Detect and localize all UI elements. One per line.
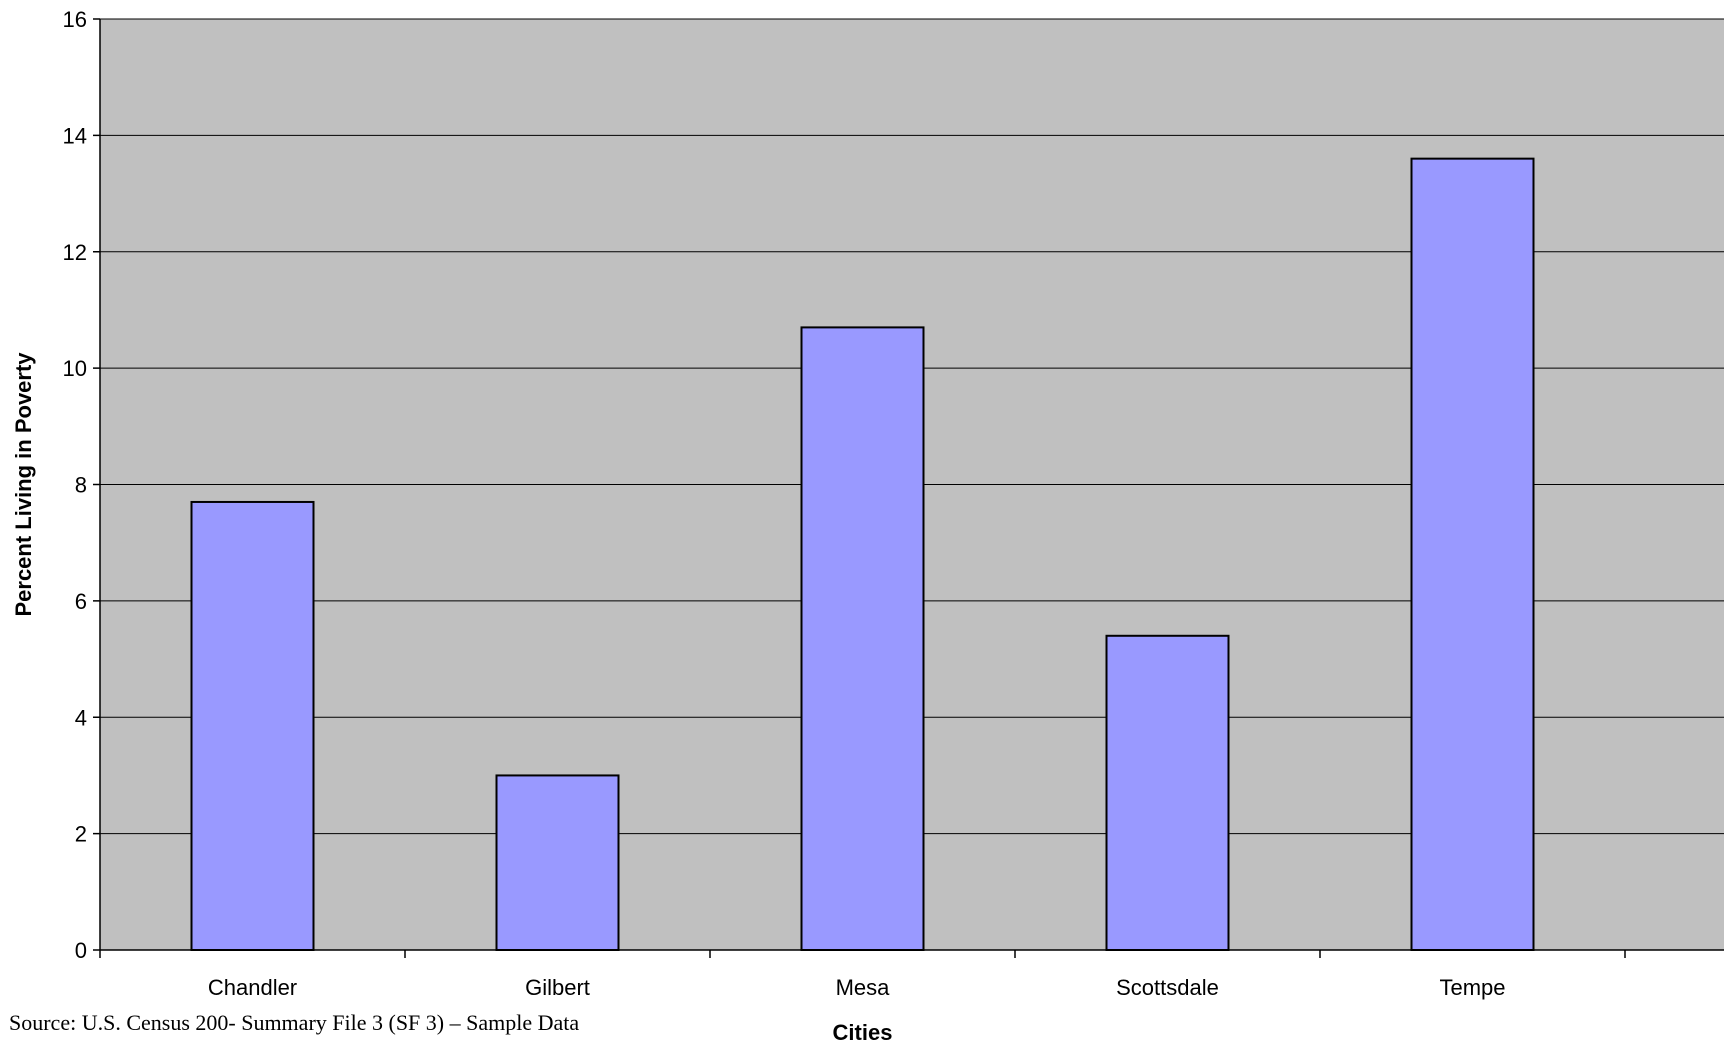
x-tick-label-gilbert: Gilbert [525,975,590,1000]
bar-gilbert [495,774,620,951]
y-tick-labels: 0 2 4 6 8 10 12 14 16 [63,7,87,963]
x-tick-label-chandler: Chandler [208,975,297,1000]
y-tick-label: 10 [63,356,87,381]
bar-tempe [1410,157,1535,951]
y-tick-label: 2 [75,822,87,847]
bar-scottsdale [1105,634,1230,951]
y-tick-label: 16 [63,7,87,32]
bars [190,157,1535,951]
y-tick-label: 12 [63,240,87,265]
y-tick-label: 8 [75,473,87,498]
x-tick-label-scottsdale: Scottsdale [1116,975,1219,1000]
y-axis-title: Percent Living in Poverty [11,352,36,617]
y-tick-label: 0 [75,938,87,963]
y-tick-label: 4 [75,705,87,730]
x-tick-label-tempe: Tempe [1439,975,1505,1000]
x-tick-label-mesa: Mesa [836,975,891,1000]
bar-chandler [190,500,315,951]
axes [93,18,1724,958]
x-axis-title: Cities [833,1020,893,1045]
x-tick-labels: Chandler Gilbert Mesa Scottsdale Tempe [208,975,1506,1000]
y-tick-label: 6 [75,589,87,614]
bar-mesa [800,326,925,951]
y-tick-label: 14 [63,123,87,148]
source-note: Source: U.S. Census 200- Summary File 3 … [9,1010,580,1035]
